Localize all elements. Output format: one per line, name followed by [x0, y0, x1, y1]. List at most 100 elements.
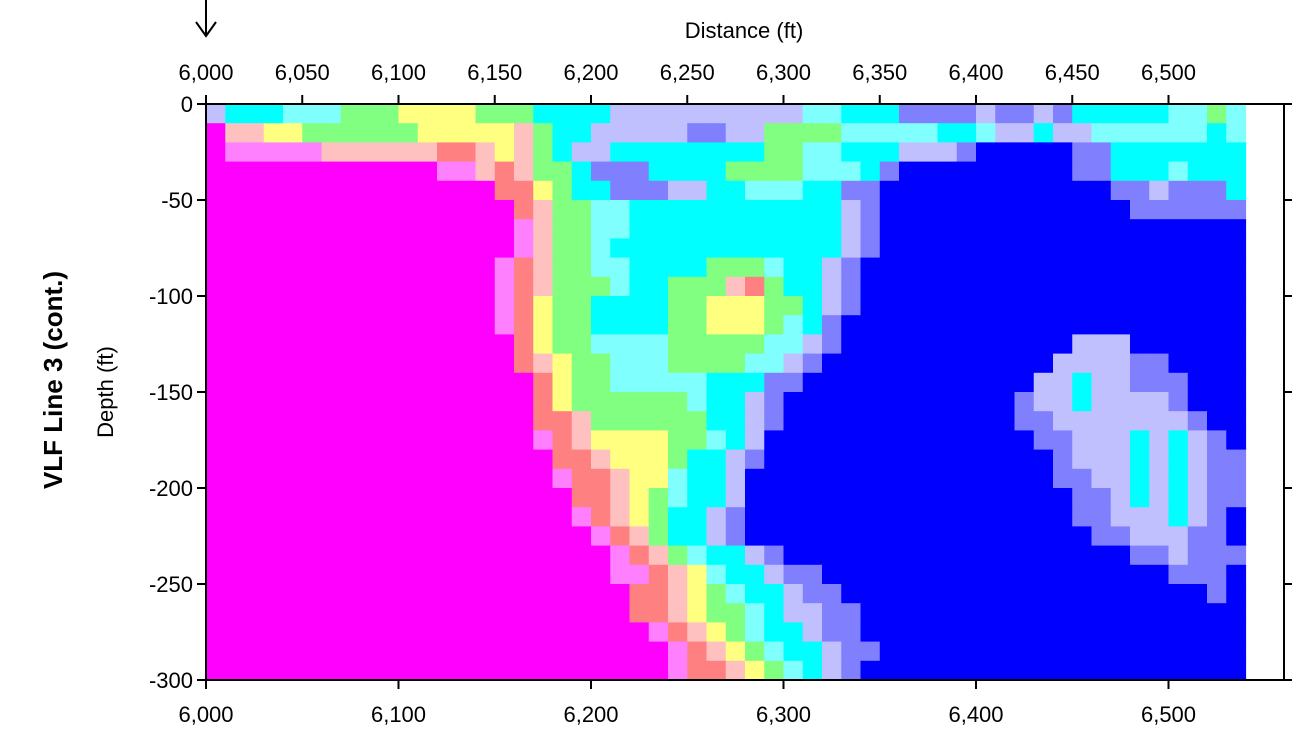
heatmap-cell	[225, 315, 246, 335]
heatmap-cell	[1187, 564, 1208, 585]
heatmap-cell	[206, 545, 226, 566]
heatmap-cell	[360, 315, 380, 335]
heatmap-cell	[283, 315, 303, 335]
heatmap-cell	[976, 200, 996, 220]
heatmap-cell	[1149, 315, 1170, 335]
y-tick-label: 0	[181, 92, 193, 117]
heatmap-cell	[745, 641, 765, 662]
heatmap-cell	[668, 142, 688, 163]
heatmap-cell	[1168, 276, 1189, 297]
heatmap-cell	[283, 660, 303, 681]
heatmap-cell	[321, 564, 342, 585]
heatmap-cell	[783, 603, 804, 623]
heatmap-cell	[1130, 180, 1150, 201]
heatmap-cell	[976, 526, 996, 547]
heatmap-cell	[1072, 564, 1093, 585]
heatmap-cell	[802, 372, 823, 393]
heatmap-cell	[1168, 296, 1189, 316]
heatmap-cell	[1014, 372, 1035, 393]
heatmap-cell	[302, 104, 323, 124]
heatmap-cell	[1207, 238, 1227, 259]
heatmap-cell	[494, 526, 515, 547]
heatmap-cell	[1207, 219, 1227, 239]
heatmap-cell	[533, 641, 554, 662]
heatmap-cell	[1187, 200, 1208, 220]
heatmap-cell	[745, 468, 765, 489]
heatmap-cell	[340, 123, 361, 143]
heatmap-cell	[398, 449, 419, 470]
heatmap-cell	[244, 219, 265, 239]
heatmap-cell	[956, 180, 977, 201]
heatmap-cell	[976, 468, 996, 489]
heatmap-cell	[841, 526, 862, 547]
heatmap-cell	[360, 296, 380, 316]
heatmap-cell	[995, 603, 1016, 623]
heatmap-cell	[918, 507, 939, 527]
heatmap-cell	[571, 219, 592, 239]
heatmap-cell	[648, 238, 669, 259]
heatmap-cell	[1091, 238, 1112, 259]
heatmap-cell	[283, 584, 303, 604]
heatmap-cell	[1226, 353, 1247, 374]
heatmap-cell	[263, 353, 284, 374]
heatmap-cell	[937, 276, 958, 297]
heatmap-cell	[764, 142, 785, 163]
heatmap-cell	[206, 603, 226, 623]
heatmap-cell	[494, 545, 515, 566]
heatmap-cell	[1168, 353, 1189, 374]
heatmap-cell	[1187, 238, 1208, 259]
heatmap-cell	[1149, 142, 1170, 163]
heatmap-cell	[1072, 641, 1093, 662]
heatmap-cell	[417, 257, 438, 278]
heatmap-cell	[918, 430, 939, 451]
heatmap-cell	[783, 392, 804, 412]
heatmap-cell	[706, 104, 727, 124]
heatmap-cell	[1207, 123, 1227, 143]
heatmap-cell	[475, 641, 496, 662]
heatmap-cell	[822, 161, 842, 182]
heatmap-cell	[321, 180, 342, 201]
heatmap-cell	[841, 564, 862, 585]
heatmap-cell	[879, 315, 900, 335]
heatmap-cell	[706, 372, 727, 393]
heatmap-cell	[764, 257, 785, 278]
heatmap-cell	[1091, 545, 1112, 566]
heatmap-cell	[321, 507, 342, 527]
heatmap-cell	[1033, 641, 1054, 662]
heatmap-cell	[379, 430, 400, 451]
heatmap-cell	[956, 276, 977, 297]
heatmap-cell	[956, 123, 977, 143]
heatmap-cell	[899, 392, 919, 412]
heatmap-cell	[764, 161, 785, 182]
heatmap-cell	[976, 238, 996, 259]
heatmap-cell	[321, 660, 342, 681]
heatmap-cell	[244, 276, 265, 297]
heatmap-cell	[879, 468, 900, 489]
heatmap-cell	[899, 123, 919, 143]
heatmap-cell	[283, 507, 303, 527]
heatmap-cell	[899, 180, 919, 201]
heatmap-cell	[340, 622, 361, 643]
heatmap-cell	[360, 449, 380, 470]
heatmap-cell	[1149, 660, 1170, 681]
heatmap-cell	[244, 180, 265, 201]
top-tick-label: 6,300	[756, 60, 811, 85]
heatmap-cell	[1014, 257, 1035, 278]
heatmap-cell	[687, 219, 708, 239]
heatmap-cell	[976, 123, 996, 143]
heatmap-cell	[1149, 296, 1170, 316]
heatmap-cell	[995, 353, 1016, 374]
heatmap-cell	[1168, 392, 1189, 412]
heatmap-cell	[822, 142, 842, 163]
heatmap-cell	[340, 276, 361, 297]
heatmap-cell	[1207, 564, 1227, 585]
heatmap-cell	[1053, 411, 1073, 431]
heatmap-cell	[360, 180, 380, 201]
heatmap-cell	[1207, 200, 1227, 220]
heatmap-cell	[706, 315, 727, 335]
heatmap-cell	[1130, 411, 1150, 431]
heatmap-cell	[225, 276, 246, 297]
heatmap-cell	[1168, 430, 1189, 451]
heatmap-cell	[976, 641, 996, 662]
heatmap-cell	[206, 430, 226, 451]
